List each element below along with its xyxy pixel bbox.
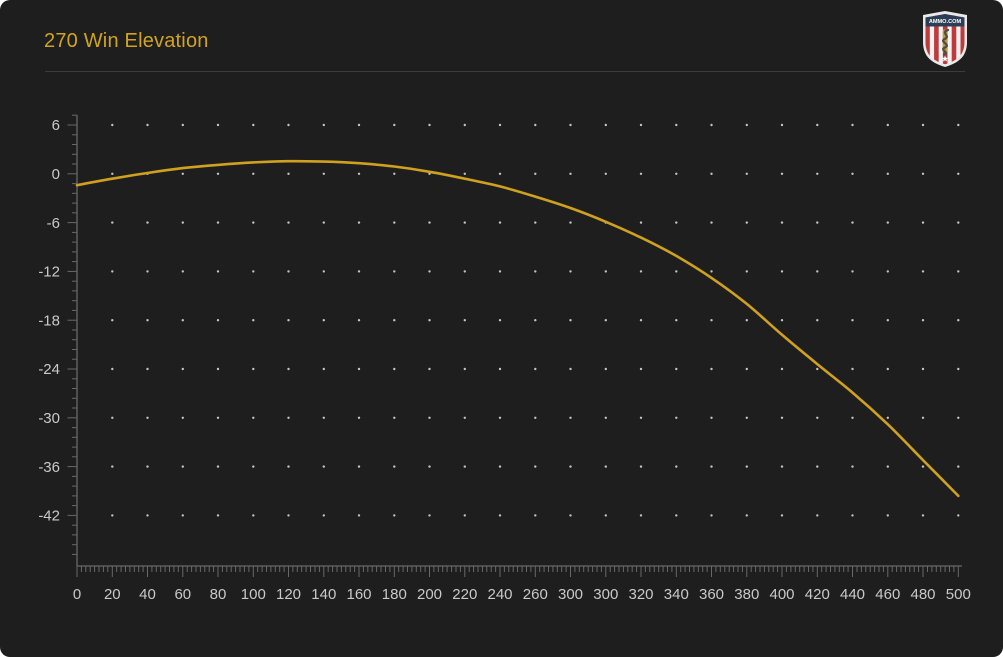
x-tick-label: 260 [523,586,548,603]
x-tick-label: 120 [276,586,301,603]
x-tick-label: 0 [73,586,81,603]
x-tick-label: 340 [664,586,689,603]
x-tick-label: 140 [311,586,336,603]
x-tick-label: 360 [699,586,724,603]
y-tick-label: 0 [52,166,60,183]
star-icon [941,55,949,62]
x-tick-label: 220 [452,586,477,603]
y-axis-labels: 6 0 -6 -12 -18 -24 -30 -36 -42 [38,117,60,524]
snake-icon [942,28,950,56]
axis-spines [76,115,962,567]
page-title: 270 Win Elevation [44,30,209,52]
x-tick-label: 60 [174,586,191,603]
x-tick-label: 180 [382,586,407,603]
y-tick-label: -18 [38,312,60,329]
x-tick-label: 20 [104,586,121,603]
x-tick-label: 480 [910,586,935,603]
x-tick-label: 500 [946,586,971,603]
x-axis-ticks [76,566,959,577]
x-tick-label: 300 [558,586,583,603]
x-tick-label: 200 [417,586,442,603]
x-tick-label: 80 [210,586,227,603]
x-tick-label: 300 [593,586,618,603]
x-tick-label: 440 [840,586,865,603]
y-tick-label: -30 [38,410,60,427]
x-tick-label: 460 [875,586,900,603]
grid-dots [111,123,960,517]
x-tick-label: 160 [346,586,371,603]
shield-chief [925,14,965,27]
y-tick-label: -6 [47,215,60,232]
x-tick-label: 380 [734,586,759,603]
x-tick-label: 40 [139,586,156,603]
title-divider [45,71,965,72]
x-tick-label: 240 [487,586,512,603]
y-tick-label: -36 [38,459,60,476]
logo-wordmark: AMMO.COM [929,19,962,25]
ammo-logo: AMMO.COM [923,11,967,67]
y-tick-label: 6 [52,117,60,134]
x-axis-labels: 0 20 40 60 80 100 120 140 160 180 200 220 240 260 300 3… [73,586,971,603]
x-tick-label: 400 [769,586,794,603]
y-tick-label: -42 [38,508,60,525]
x-tick-label: 320 [628,586,653,603]
y-tick-label: -12 [38,264,60,281]
x-tick-label: 100 [241,586,266,603]
x-tick-label: 420 [805,586,830,603]
trajectory-line [75,159,960,498]
y-tick-label: -24 [38,361,60,378]
y-axis-ticks [67,114,77,555]
